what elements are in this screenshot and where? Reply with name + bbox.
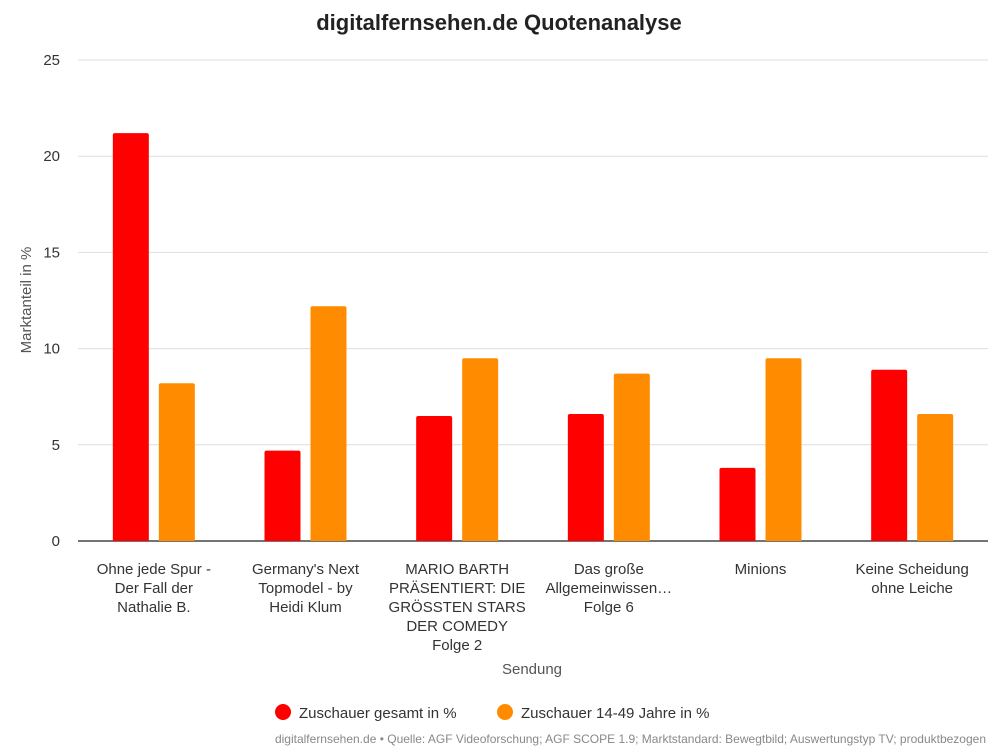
x-tick-label: Topmodel - by xyxy=(258,580,353,597)
chart-title: digitalfernsehen.de Quotenanalyse xyxy=(316,10,682,35)
bar-series-2 xyxy=(765,358,802,541)
bar-series-2 xyxy=(158,383,195,541)
bars xyxy=(112,133,954,541)
bar-series-1 xyxy=(567,414,604,541)
gridlines xyxy=(78,59,988,542)
x-tick-label: Minions xyxy=(735,561,787,578)
legend: Zuschauer gesamt in % Zuschauer 14-49 Jah… xyxy=(275,704,709,722)
x-tick-label: Der Fall der xyxy=(115,580,193,597)
x-axis-label: Sendung xyxy=(502,661,562,678)
bar-series-2 xyxy=(462,358,499,541)
x-tick-label: Ohne jede Spur - xyxy=(97,561,211,578)
bar-series-1 xyxy=(871,369,908,541)
bar-series-2 xyxy=(310,306,347,541)
legend-label-series-2: Zuschauer 14-49 Jahre in % xyxy=(521,705,709,722)
bar-series-1 xyxy=(264,450,301,541)
x-tick-label: GRÖSSTEN STARS xyxy=(389,598,526,616)
x-tick-label: Folge 2 xyxy=(432,637,482,654)
x-axis-ticks: Ohne jede Spur - Der Fall der Nathalie B. G… xyxy=(97,561,969,654)
x-tick-label: Heidi Klum xyxy=(269,599,342,616)
y-axis-label: Marktanteil in % xyxy=(18,247,35,354)
bar-series-1 xyxy=(719,467,756,541)
x-tick-label: PRÄSENTIERT: DIE xyxy=(389,580,525,597)
legend-marker-series-2 xyxy=(497,704,513,720)
bar-series-2 xyxy=(613,373,650,541)
x-tick-label: Folge 6 xyxy=(584,599,634,616)
legend-label-series-1: Zuschauer gesamt in % xyxy=(299,705,457,722)
y-tick-label: 25 xyxy=(43,52,60,69)
x-tick-label: Germany's Next xyxy=(252,561,360,578)
bar-series-1 xyxy=(112,133,149,541)
y-tick-label: 5 xyxy=(52,437,60,454)
x-tick-label: ohne Leiche xyxy=(871,580,953,597)
bar-series-2 xyxy=(917,414,954,541)
y-axis-ticks: 0 5 10 15 20 25 xyxy=(43,52,60,550)
y-tick-label: 20 xyxy=(43,148,60,165)
y-tick-label: 10 xyxy=(43,341,60,358)
x-tick-label: Nathalie B. xyxy=(117,599,190,616)
bar-series-1 xyxy=(416,415,453,541)
source-note: digitalfernsehen.de • Quelle: AGF Videof… xyxy=(275,732,986,746)
x-tick-label: DER COMEDY xyxy=(406,618,508,635)
y-tick-label: 15 xyxy=(43,244,60,261)
legend-marker-series-1 xyxy=(275,704,291,720)
x-tick-label: MARIO BARTH xyxy=(405,561,509,578)
x-tick-label: Das große xyxy=(574,561,644,578)
y-tick-label: 0 xyxy=(52,533,60,550)
x-tick-label: Keine Scheidung xyxy=(855,561,968,578)
x-tick-label: Allgemeinwissen… xyxy=(545,580,672,597)
